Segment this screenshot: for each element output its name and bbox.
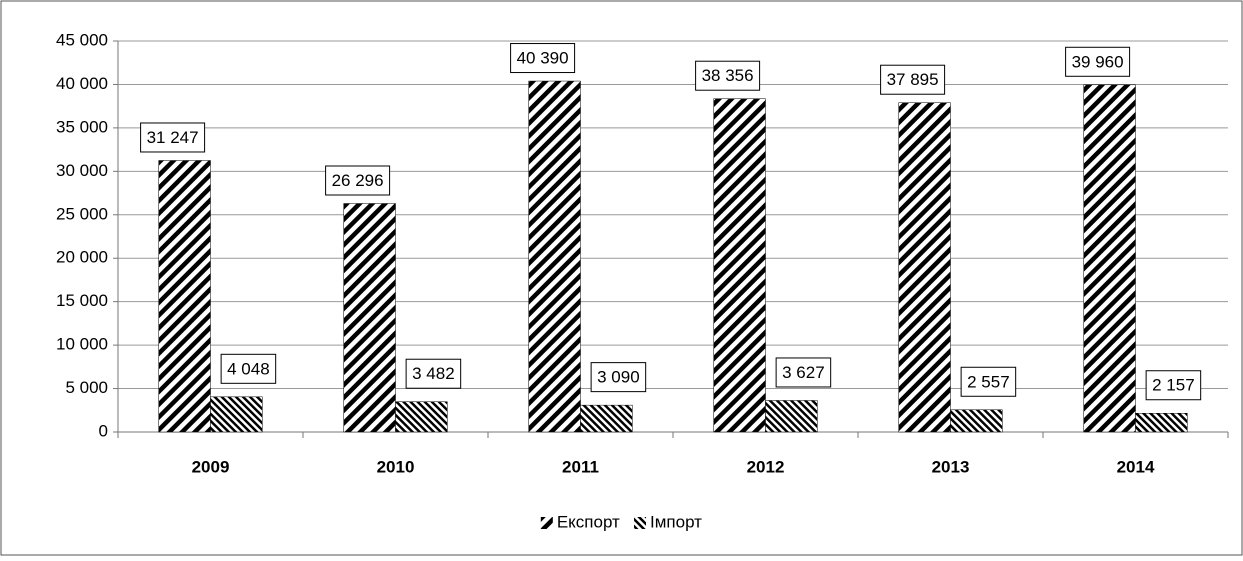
y-tick-label: 5 000 bbox=[65, 378, 108, 397]
bar bbox=[950, 409, 1003, 433]
data-label: 3 627 bbox=[782, 363, 825, 382]
bar bbox=[713, 98, 766, 433]
bar bbox=[210, 396, 263, 433]
data-label-box bbox=[220, 353, 277, 384]
x-tick-label: 2014 bbox=[1117, 457, 1155, 476]
data-label-box bbox=[1145, 370, 1202, 401]
data-label: 31 247 bbox=[147, 128, 199, 147]
data-label: 2 557 bbox=[967, 372, 1010, 391]
x-tick-label: 2011 bbox=[562, 457, 599, 476]
legend-swatch bbox=[634, 517, 647, 529]
legend-label: Експорт bbox=[557, 512, 620, 531]
data-label-box bbox=[405, 358, 462, 389]
x-tick-label: 2009 bbox=[192, 457, 230, 476]
bar bbox=[528, 80, 581, 433]
bar bbox=[898, 102, 951, 433]
bar bbox=[158, 160, 211, 433]
data-label: 39 960 bbox=[1072, 52, 1124, 71]
data-label-box bbox=[880, 64, 946, 95]
y-tick-label: 10 000 bbox=[56, 335, 108, 354]
data-label-box bbox=[325, 165, 391, 196]
data-label-box bbox=[1065, 46, 1131, 77]
bar bbox=[395, 401, 448, 433]
y-tick-label: 45 000 bbox=[56, 30, 108, 49]
data-label: 4 048 bbox=[227, 359, 270, 378]
data-label: 2 157 bbox=[1152, 376, 1195, 395]
bar bbox=[1083, 84, 1136, 433]
data-label-box bbox=[960, 366, 1017, 397]
data-label: 40 390 bbox=[517, 49, 569, 68]
data-label-box bbox=[775, 357, 832, 388]
y-tick-label: 20 000 bbox=[56, 248, 108, 267]
y-tick-label: 25 000 bbox=[56, 204, 108, 223]
data-label: 3 482 bbox=[412, 364, 455, 383]
x-tick-label: 2013 bbox=[932, 457, 970, 476]
bar bbox=[1135, 413, 1188, 433]
y-tick-label: 30 000 bbox=[56, 161, 108, 180]
legend-swatch bbox=[540, 517, 553, 529]
data-label: 38 356 bbox=[702, 66, 754, 85]
bar bbox=[343, 203, 396, 433]
data-label: 3 090 bbox=[597, 368, 640, 387]
data-label-box bbox=[590, 362, 647, 393]
x-tick-label: 2012 bbox=[747, 457, 785, 476]
y-tick-label: 15 000 bbox=[56, 291, 108, 310]
y-tick-label: 35 000 bbox=[56, 117, 108, 136]
data-label-box bbox=[695, 60, 761, 91]
data-label: 37 895 bbox=[887, 70, 939, 89]
bar bbox=[765, 400, 818, 433]
legend-label: Імпорт bbox=[650, 512, 702, 531]
y-tick-label: 40 000 bbox=[56, 74, 108, 93]
data-label-box bbox=[140, 122, 206, 153]
y-tick-label: 0 bbox=[99, 421, 108, 440]
data-label: 26 296 bbox=[332, 171, 384, 190]
data-label-box bbox=[510, 43, 576, 74]
bar bbox=[580, 404, 633, 433]
x-tick-label: 2010 bbox=[377, 457, 415, 476]
